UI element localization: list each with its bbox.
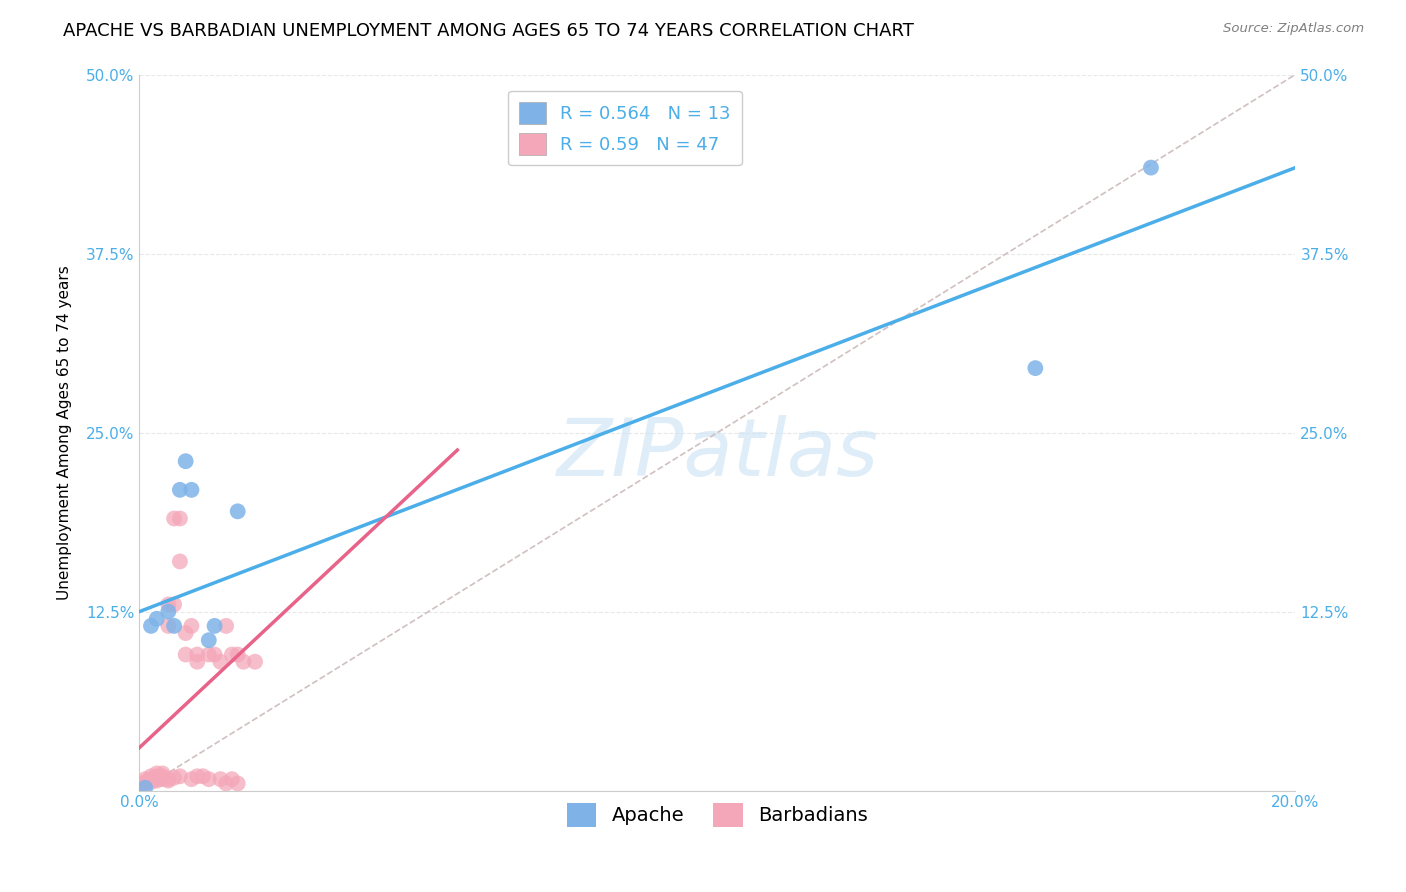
Point — [146, 771, 169, 785]
Point — [146, 772, 169, 786]
Y-axis label: Unemployment Among Ages 65 to 74 years: Unemployment Among Ages 65 to 74 years — [58, 265, 72, 600]
Point — [204, 648, 226, 662]
Point — [180, 483, 202, 497]
Point — [215, 619, 238, 633]
Point — [243, 655, 266, 669]
Point — [191, 769, 214, 783]
Point — [146, 766, 169, 780]
Point — [198, 772, 221, 786]
Point — [146, 612, 169, 626]
Point — [169, 511, 191, 525]
Point — [163, 598, 186, 612]
Point — [186, 648, 208, 662]
Point — [157, 773, 180, 788]
Point — [152, 769, 174, 783]
Point — [209, 772, 232, 786]
Point — [134, 776, 156, 790]
Point — [139, 619, 162, 633]
Point — [204, 619, 226, 633]
Point — [134, 775, 156, 789]
Legend: Apache, Barbadians: Apache, Barbadians — [560, 796, 876, 835]
Point — [169, 769, 191, 783]
Point — [163, 511, 186, 525]
Point — [221, 648, 243, 662]
Point — [157, 598, 180, 612]
Point — [134, 772, 156, 786]
Text: ZIPatlas: ZIPatlas — [557, 415, 879, 493]
Point — [1024, 361, 1046, 376]
Point — [226, 648, 249, 662]
Point — [163, 619, 186, 633]
Point — [198, 648, 221, 662]
Point — [163, 771, 186, 785]
Point — [180, 619, 202, 633]
Point — [226, 776, 249, 790]
Point — [1140, 161, 1163, 175]
Point — [157, 619, 180, 633]
Point — [186, 655, 208, 669]
Point — [186, 769, 208, 783]
Point — [232, 655, 254, 669]
Point — [174, 626, 197, 640]
Point — [139, 769, 162, 783]
Point — [157, 772, 180, 786]
Point — [152, 766, 174, 780]
Point — [146, 773, 169, 788]
Point — [198, 633, 221, 648]
Point — [157, 605, 180, 619]
Point — [152, 772, 174, 786]
Text: APACHE VS BARBADIAN UNEMPLOYMENT AMONG AGES 65 TO 74 YEARS CORRELATION CHART: APACHE VS BARBADIAN UNEMPLOYMENT AMONG A… — [63, 22, 914, 40]
Point — [169, 483, 191, 497]
Point — [209, 655, 232, 669]
Point — [180, 772, 202, 786]
Point — [215, 776, 238, 790]
Point — [174, 454, 197, 468]
Text: Source: ZipAtlas.com: Source: ZipAtlas.com — [1223, 22, 1364, 36]
Point — [139, 775, 162, 789]
Point — [146, 769, 169, 783]
Point — [136, 773, 159, 788]
Point — [174, 648, 197, 662]
Point — [139, 772, 162, 786]
Point — [221, 772, 243, 786]
Point — [134, 780, 156, 795]
Point — [169, 554, 191, 568]
Point — [226, 504, 249, 518]
Point — [131, 776, 153, 790]
